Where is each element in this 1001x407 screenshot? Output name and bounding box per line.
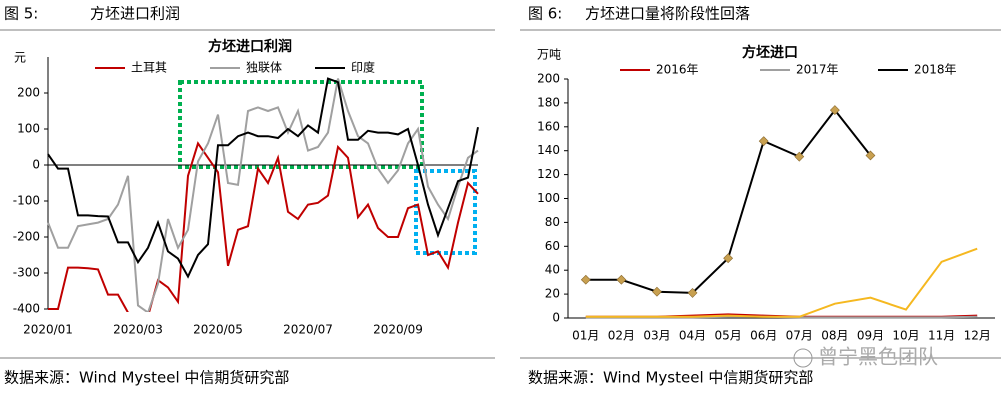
legend-label: 独联体: [246, 61, 282, 75]
x-tick-label: 01月: [572, 329, 599, 343]
highlight-box: [178, 80, 424, 169]
x-tick-label: 2020/03: [113, 323, 163, 337]
highlight-box: [414, 169, 477, 255]
x-tick-label: 08月: [821, 329, 848, 343]
x-tick-label: 05月: [714, 329, 741, 343]
y-tick-label: 100: [537, 191, 560, 205]
series-line: [585, 247, 978, 318]
legend-label: 土耳其: [131, 61, 167, 75]
source: 数据来源：Wind Mysteel 中信期货研究部: [528, 369, 813, 387]
y-tick-label: -400: [13, 302, 40, 316]
y-tick-label: 160: [537, 119, 560, 133]
chart-title: 方坯进口: [742, 44, 798, 61]
watermark: 曾宁黑色团队: [818, 345, 938, 369]
plot-area: [47, 77, 479, 312]
legend-label: 2017年: [796, 63, 839, 77]
data-point: [829, 105, 840, 115]
data-point: [616, 274, 627, 285]
series-line: [47, 77, 479, 279]
series-line: [47, 78, 479, 312]
data-point: [723, 253, 734, 264]
x-tick-label: 02月: [608, 329, 635, 343]
series-line: [48, 141, 479, 312]
watermark-icon: [793, 348, 813, 368]
data-point: [794, 151, 805, 162]
figure-label: 图 6:: [528, 5, 562, 23]
legend-label: 2018年: [914, 63, 957, 77]
series-line: [585, 108, 872, 294]
x-tick-label: 09月: [857, 329, 884, 343]
y-tick-label: -200: [13, 230, 40, 244]
figure-heading: 方坯进口量将阶段性回落: [585, 5, 750, 23]
data-point: [865, 150, 876, 161]
y-tick-label: -300: [13, 266, 40, 280]
x-tick-label: 2020/01: [23, 323, 73, 337]
x-tick-label: 04月: [679, 329, 706, 343]
y-axis-label: 万吨: [537, 48, 561, 62]
figure-label: 图 5:: [4, 5, 38, 23]
legend-label: 印度: [351, 60, 375, 75]
y-tick-label: 200: [537, 72, 560, 86]
y-tick-label: 20: [545, 287, 560, 301]
x-tick-label: 03月: [643, 329, 670, 343]
chart-title: 方坯进口利润: [208, 38, 292, 55]
data-point: [687, 287, 698, 298]
y-tick-label: 0: [32, 158, 40, 172]
legend-label: 2016年: [656, 63, 699, 77]
y-tick-label: 120: [537, 167, 560, 181]
y-tick-label: 80: [545, 215, 560, 229]
x-tick-label: 2020/05: [193, 323, 243, 337]
x-tick-label: 2020/09: [373, 323, 423, 337]
data-point: [652, 286, 662, 297]
data-point: [758, 136, 769, 147]
y-tick-label: 100: [17, 122, 40, 136]
x-tick-label: 11月: [928, 329, 955, 343]
y-tick-label: 0: [552, 311, 560, 325]
y-tick-label: 40: [545, 263, 560, 277]
x-tick-label: 10月: [892, 329, 919, 343]
figure-heading: 方坯进口利润: [90, 5, 180, 23]
source: 数据来源：Wind Mysteel 中信期货研究部: [4, 369, 289, 387]
y-tick-label: 140: [537, 143, 560, 157]
x-tick-label: 12月: [964, 329, 991, 343]
data-point: [580, 274, 591, 285]
y-tick-label: 200: [17, 86, 40, 100]
x-tick-label: 07月: [786, 329, 813, 343]
y-axis-label: 元: [14, 51, 26, 65]
plot-area: [580, 105, 978, 319]
y-tick-label: 180: [537, 95, 560, 109]
x-tick-label: 06月: [750, 329, 777, 343]
x-tick-label: 2020/07: [283, 323, 333, 337]
y-tick-label: 60: [545, 239, 560, 253]
y-tick-label: -100: [13, 194, 40, 208]
